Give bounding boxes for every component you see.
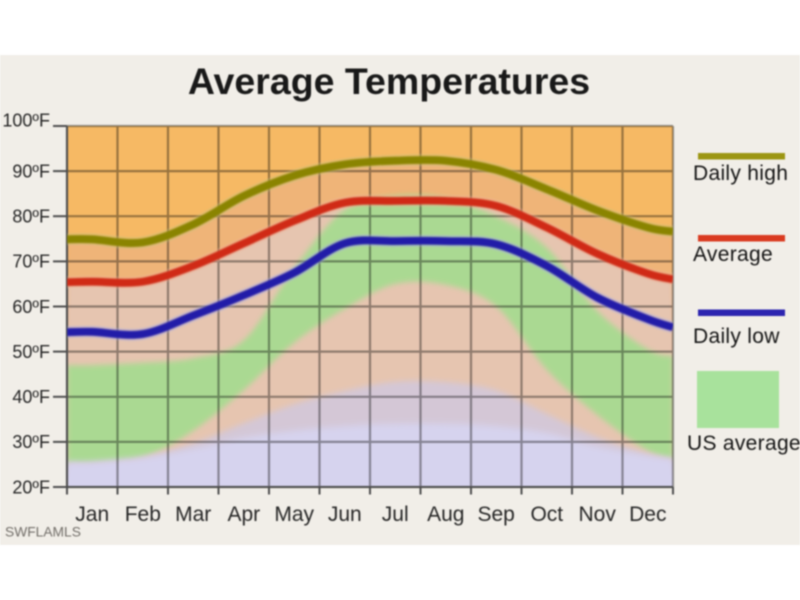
svg-text:Feb: Feb — [125, 503, 161, 526]
svg-text:SWFLAMLS: SWFLAMLS — [5, 525, 81, 540]
svg-text:Jan: Jan — [75, 503, 109, 526]
svg-text:20ºF: 20ºF — [12, 477, 50, 497]
svg-text:Mar: Mar — [175, 503, 211, 526]
svg-text:US average: US average — [687, 432, 800, 455]
svg-text:40ºF: 40ºF — [12, 387, 50, 407]
svg-text:70ºF: 70ºF — [12, 252, 50, 272]
svg-text:90ºF: 90ºF — [12, 161, 50, 181]
svg-text:30ºF: 30ºF — [12, 432, 50, 452]
svg-text:100ºF: 100ºF — [2, 110, 50, 130]
svg-text:Nov: Nov — [579, 503, 617, 526]
svg-text:50ºF: 50ºF — [12, 342, 50, 362]
svg-text:Average Temperatures: Average Temperatures — [188, 60, 590, 102]
svg-text:Dec: Dec — [629, 503, 666, 526]
svg-text:Average: Average — [693, 243, 773, 266]
svg-text:May: May — [274, 503, 314, 526]
svg-text:Daily low: Daily low — [693, 325, 780, 348]
svg-text:80ºF: 80ºF — [12, 207, 50, 227]
svg-text:60ºF: 60ºF — [12, 297, 50, 317]
svg-text:Apr: Apr — [227, 503, 260, 526]
svg-text:Jun: Jun — [328, 503, 362, 526]
svg-text:Aug: Aug — [427, 503, 464, 526]
svg-text:Daily high: Daily high — [693, 162, 788, 185]
svg-text:Sep: Sep — [478, 503, 515, 526]
svg-text:Jul: Jul — [382, 503, 409, 526]
svg-text:Oct: Oct — [530, 503, 563, 526]
